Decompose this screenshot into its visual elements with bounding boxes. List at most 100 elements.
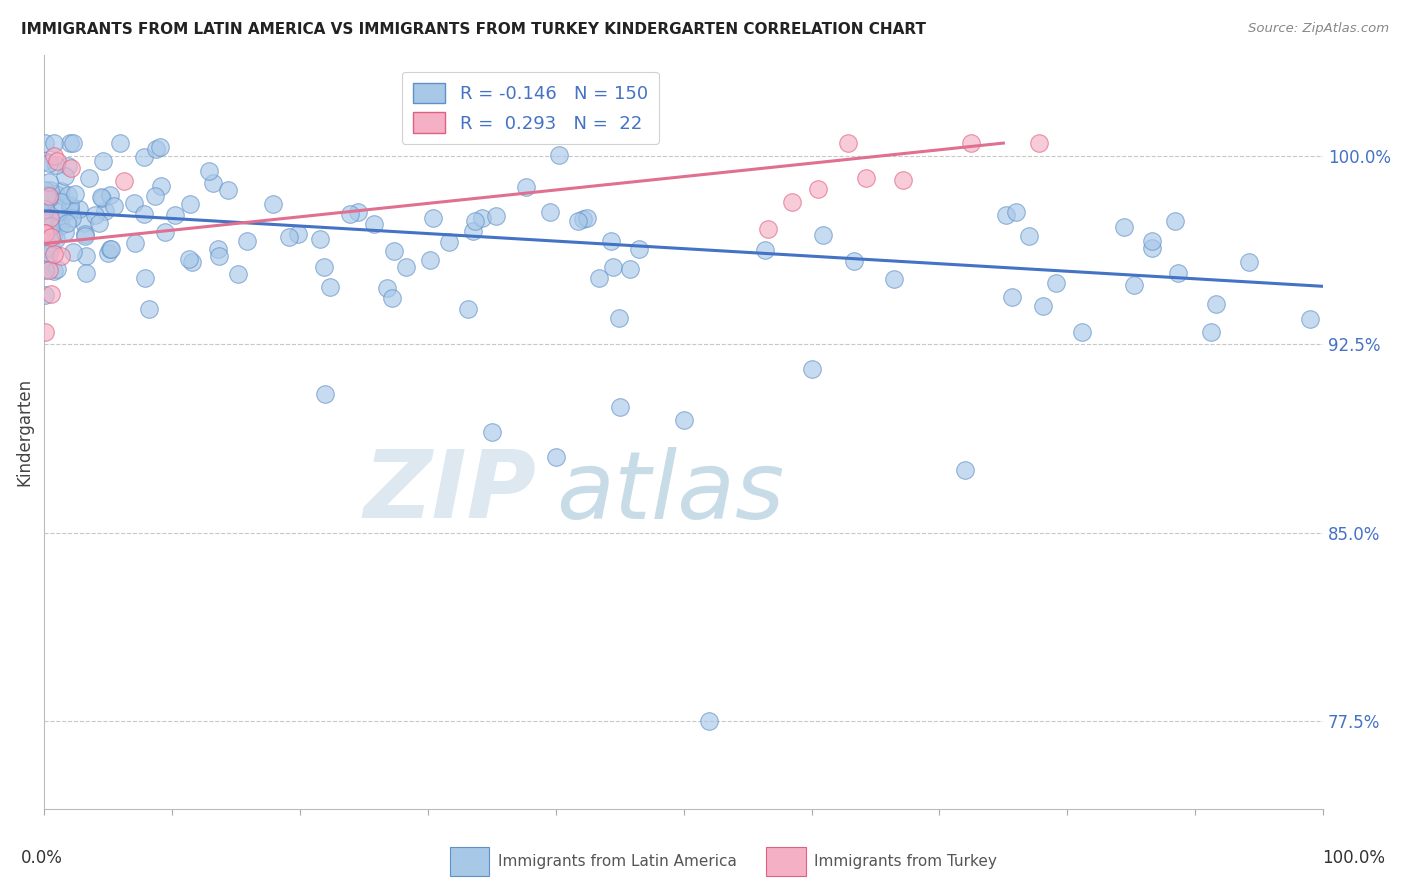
- Point: [75, 249, 97, 263]
- Point: [45, 158, 67, 172]
- Point: [572, 212, 595, 227]
- Point: [38, 176, 60, 190]
- Point: [538, 205, 561, 219]
- Point: [98, 187, 121, 202]
- Point: [609, 400, 631, 414]
- Point: [41, 219, 63, 234]
- Point: [800, 362, 823, 376]
- Point: [145, 142, 167, 156]
- Point: [575, 211, 598, 226]
- Point: [75, 229, 97, 244]
- Y-axis label: Kindergarten: Kindergarten: [15, 378, 32, 486]
- Text: 100.0%: 100.0%: [1322, 849, 1385, 867]
- Point: [619, 261, 641, 276]
- Point: [34, 136, 56, 150]
- Point: [42, 229, 65, 244]
- Point: [83, 208, 105, 222]
- Point: [314, 260, 336, 275]
- Point: [56, 188, 79, 202]
- Point: [548, 147, 571, 161]
- Point: [134, 270, 156, 285]
- Text: IMMIGRANTS FROM LATIN AMERICA VS IMMIGRANTS FROM TURKEY KINDERGARTEN CORRELATION: IMMIGRANTS FROM LATIN AMERICA VS IMMIGRA…: [21, 22, 927, 37]
- Point: [34, 226, 56, 240]
- Point: [959, 136, 981, 150]
- Point: [217, 183, 239, 197]
- Point: [226, 267, 249, 281]
- Point: [1237, 255, 1260, 269]
- Point: [62, 136, 84, 150]
- Point: [60, 161, 83, 176]
- Point: [179, 197, 201, 211]
- Point: [602, 260, 624, 275]
- Point: [419, 252, 441, 267]
- Legend: R = -0.146   N = 150, R =  0.293   N =  22: R = -0.146 N = 150, R = 0.293 N = 22: [402, 71, 658, 145]
- Text: Immigrants from Latin America: Immigrants from Latin America: [498, 855, 737, 869]
- Point: [38, 262, 60, 277]
- Point: [37, 253, 59, 268]
- Point: [599, 234, 621, 248]
- Point: [807, 182, 830, 196]
- Point: [34, 202, 56, 216]
- Point: [55, 169, 77, 183]
- Point: [1201, 325, 1223, 339]
- Point: [207, 249, 229, 263]
- Point: [395, 260, 418, 274]
- Point: [236, 234, 259, 248]
- Point: [39, 286, 62, 301]
- Point: [837, 136, 859, 150]
- Point: [380, 291, 402, 305]
- Text: ZIP: ZIP: [364, 446, 537, 539]
- Point: [1071, 325, 1094, 339]
- Point: [1167, 266, 1189, 280]
- Point: [756, 221, 779, 235]
- Point: [1045, 276, 1067, 290]
- Point: [382, 244, 405, 259]
- Point: [149, 178, 172, 193]
- Point: [339, 207, 361, 221]
- Point: [122, 195, 145, 210]
- Point: [59, 200, 82, 214]
- Point: [112, 174, 135, 188]
- Point: [278, 230, 301, 244]
- Point: [39, 211, 62, 226]
- Point: [55, 225, 77, 239]
- Point: [38, 189, 60, 203]
- Point: [98, 243, 121, 257]
- Point: [842, 253, 865, 268]
- Point: [1299, 312, 1322, 326]
- Point: [38, 155, 60, 169]
- Point: [1028, 136, 1050, 150]
- Point: [59, 202, 82, 217]
- Point: [34, 262, 56, 277]
- Point: [38, 191, 60, 205]
- Text: Source: ZipAtlas.com: Source: ZipAtlas.com: [1249, 22, 1389, 36]
- Point: [1004, 205, 1026, 219]
- Point: [201, 176, 224, 190]
- Point: [45, 186, 67, 201]
- Point: [181, 254, 204, 268]
- Point: [813, 228, 835, 243]
- Point: [34, 193, 56, 207]
- Point: [39, 241, 62, 255]
- Point: [143, 189, 166, 203]
- Point: [347, 205, 370, 219]
- Text: 0.0%: 0.0%: [21, 849, 63, 867]
- Point: [262, 197, 284, 211]
- Point: [1205, 297, 1227, 311]
- Text: Immigrants from Turkey: Immigrants from Turkey: [814, 855, 997, 869]
- Point: [567, 214, 589, 228]
- Point: [42, 136, 65, 150]
- Point: [34, 325, 56, 339]
- Point: [138, 302, 160, 317]
- Point: [59, 136, 82, 150]
- Point: [59, 198, 82, 212]
- Point: [134, 149, 156, 163]
- Point: [207, 242, 229, 256]
- Point: [124, 235, 146, 250]
- Point: [287, 227, 309, 242]
- Point: [91, 191, 114, 205]
- Point: [628, 242, 651, 256]
- Point: [38, 245, 60, 260]
- Point: [422, 211, 444, 225]
- Point: [46, 205, 69, 219]
